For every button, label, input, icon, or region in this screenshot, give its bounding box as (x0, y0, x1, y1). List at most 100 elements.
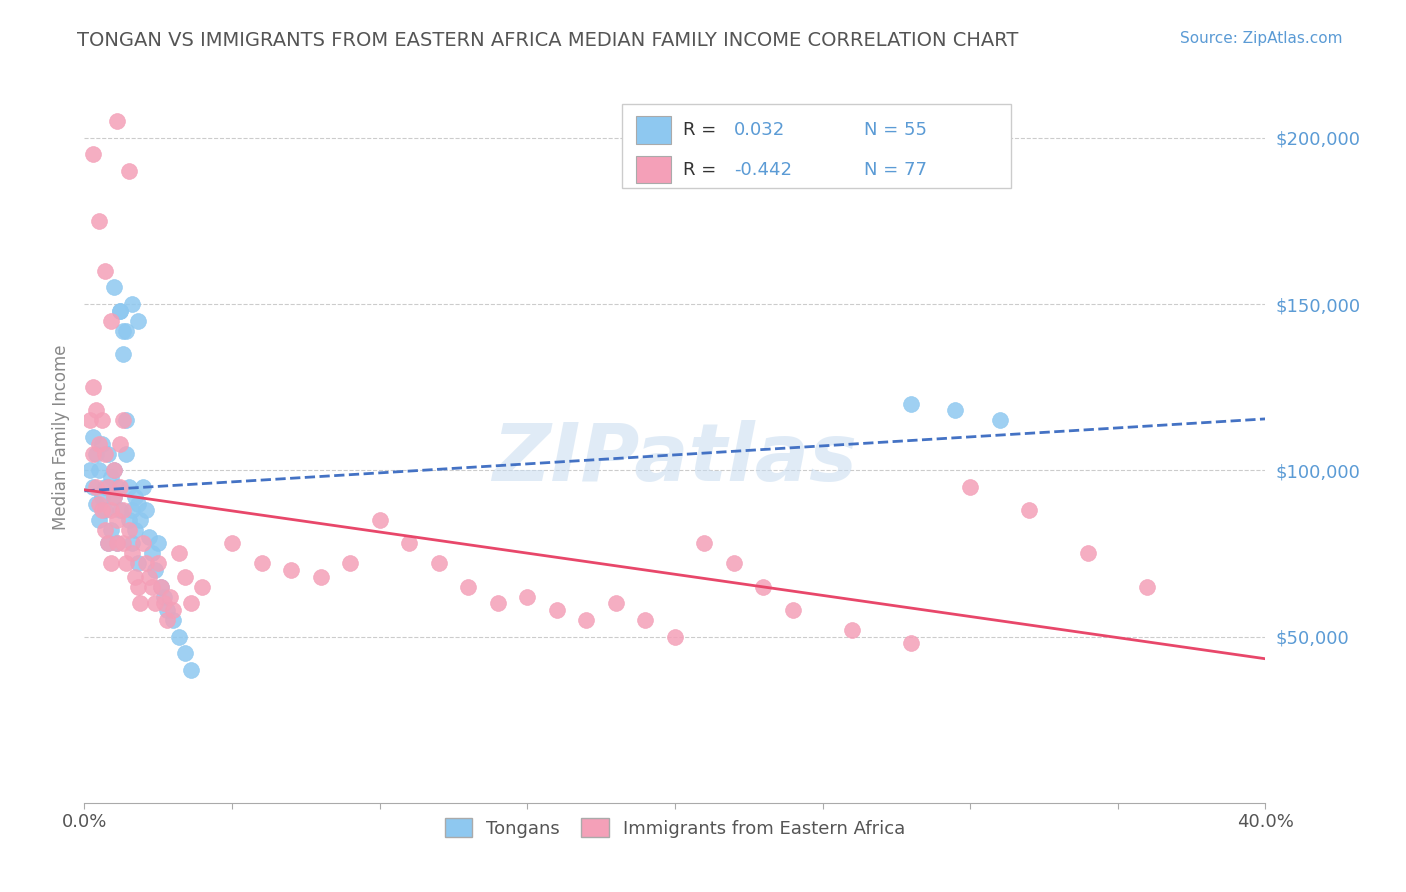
Point (900, 636, 922, 650)
Point (427, 557, 450, 571)
Point (87, 214, 111, 228)
Point (167, 546, 190, 560)
Point (97, 480, 120, 494)
Point (82, 447, 104, 461)
Point (82, 480, 104, 494)
Point (100, 523, 122, 537)
Point (118, 523, 141, 537)
Point (121, 297, 143, 311)
Text: Source: ZipAtlas.com: Source: ZipAtlas.com (1180, 31, 1343, 46)
Point (127, 314, 149, 328)
Point (121, 546, 143, 560)
Point (105, 536, 128, 550)
Text: 0.032: 0.032 (734, 121, 785, 139)
Point (153, 596, 176, 610)
Point (752, 580, 775, 594)
Point (118, 164, 141, 178)
Text: R =: R = (683, 161, 723, 178)
Point (84, 447, 107, 461)
Point (111, 347, 134, 361)
Point (91, 503, 114, 517)
Point (100, 314, 122, 328)
Point (91, 490, 114, 504)
Point (150, 580, 173, 594)
Point (634, 613, 657, 627)
Point (105, 480, 128, 494)
Point (486, 596, 509, 610)
Point (97, 536, 120, 550)
Point (945, 403, 967, 417)
Point (108, 303, 131, 318)
FancyBboxPatch shape (621, 104, 1011, 188)
FancyBboxPatch shape (636, 156, 671, 184)
Text: N = 77: N = 77 (863, 161, 927, 178)
Point (108, 303, 131, 318)
Point (79, 413, 101, 427)
Point (103, 463, 125, 477)
Point (339, 557, 361, 571)
Point (118, 513, 141, 527)
Point (129, 596, 152, 610)
Point (124, 523, 146, 537)
Point (309, 570, 332, 584)
Point (546, 603, 568, 617)
Point (111, 324, 134, 338)
Point (153, 590, 176, 604)
Point (82, 430, 104, 444)
Point (135, 557, 157, 571)
Point (94, 523, 117, 537)
Point (457, 580, 479, 594)
Point (221, 536, 243, 550)
Point (516, 590, 538, 604)
Point (105, 114, 128, 128)
Point (156, 603, 179, 617)
Point (127, 580, 149, 594)
Point (127, 497, 149, 511)
Point (103, 463, 125, 477)
Point (87, 513, 111, 527)
Point (124, 570, 146, 584)
Point (103, 490, 125, 504)
Point (368, 513, 391, 527)
Point (100, 557, 122, 571)
Y-axis label: Median Family Income: Median Family Income (52, 344, 70, 530)
Point (150, 580, 173, 594)
Point (87, 436, 111, 450)
Point (127, 557, 149, 571)
Point (108, 480, 131, 494)
Point (105, 513, 128, 527)
Point (156, 613, 179, 627)
Point (84, 403, 107, 417)
Point (191, 580, 214, 594)
Point (900, 397, 922, 411)
Point (121, 503, 143, 517)
Point (108, 503, 131, 517)
Point (1018, 503, 1040, 517)
Point (124, 490, 146, 504)
Point (118, 480, 141, 494)
Point (782, 603, 804, 617)
Point (114, 413, 136, 427)
Text: R =: R = (683, 121, 723, 139)
Point (162, 613, 184, 627)
Point (84, 497, 107, 511)
Point (111, 536, 134, 550)
Point (664, 630, 686, 644)
Point (132, 536, 155, 550)
Point (138, 530, 160, 544)
Point (575, 613, 598, 627)
Point (135, 503, 157, 517)
Text: N = 55: N = 55 (863, 121, 927, 139)
Point (97, 536, 120, 550)
Point (723, 557, 745, 571)
Point (167, 630, 190, 644)
Point (143, 563, 166, 577)
Legend: Tongans, Immigrants from Eastern Africa: Tongans, Immigrants from Eastern Africa (437, 811, 912, 845)
Point (94, 447, 117, 461)
Point (841, 623, 863, 637)
Point (79, 463, 101, 477)
Point (94, 503, 117, 517)
Point (87, 497, 111, 511)
Point (280, 563, 302, 577)
Point (398, 536, 420, 550)
